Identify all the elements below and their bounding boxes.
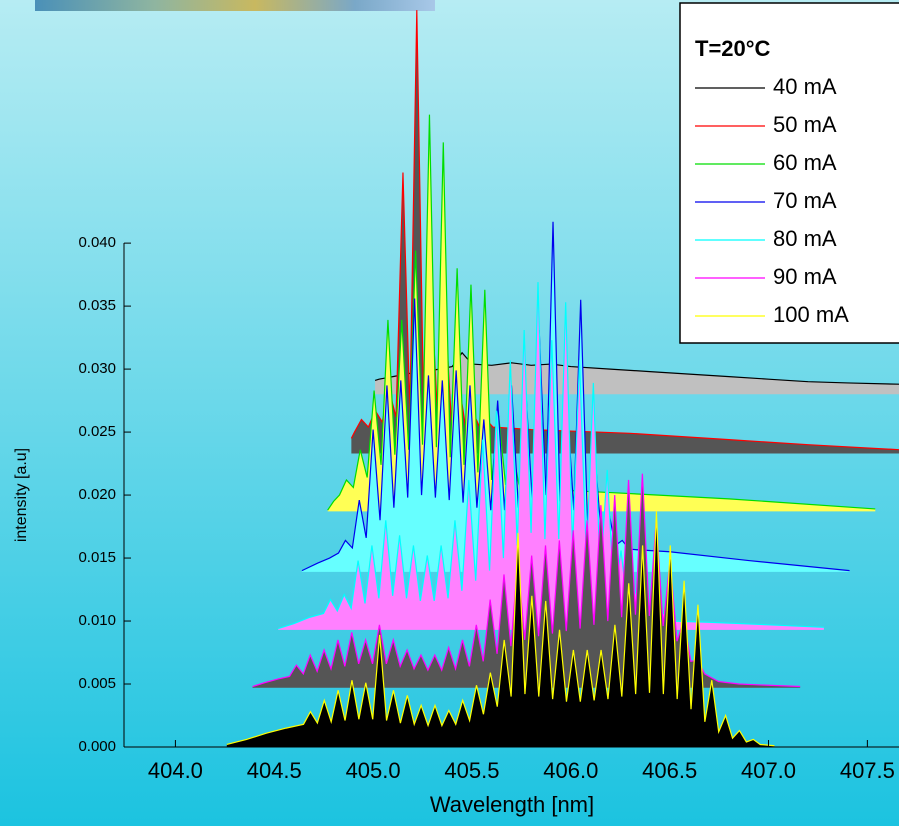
legend: T=20°C40 mA 50 mA 60 mA 70 mA 80 mA 90 mA 100 … <box>679 2 899 344</box>
x-tick-label: 405.5 <box>444 758 499 783</box>
legend-label: 90 mA <box>773 264 837 289</box>
legend-label: 40 mA <box>773 74 837 99</box>
y-tick-label: 0.005 <box>78 675 116 692</box>
y-tick-label: 0.035 <box>78 297 116 314</box>
legend-label: 50 mA <box>773 112 837 137</box>
legend-box <box>679 2 899 344</box>
y-tick-label: 0.010 <box>78 612 116 629</box>
legend-label: 80 mA <box>773 226 837 251</box>
series-line <box>252 473 801 688</box>
series-line <box>226 511 775 747</box>
x-tick-label: 404.0 <box>148 758 203 783</box>
y-tick-label: 0.030 <box>78 360 116 377</box>
legend-title: T=20°C <box>695 36 771 61</box>
x-axis-label: Wavelength [nm] <box>430 792 594 817</box>
area-fill <box>375 352 899 395</box>
area-fill <box>252 473 801 688</box>
legend-label: 70 mA <box>773 188 837 213</box>
legend-label: 60 mA <box>773 150 837 175</box>
x-tick-label: 406.0 <box>543 758 598 783</box>
area-fill <box>226 511 775 747</box>
area-fill <box>278 282 824 630</box>
x-tick-label: 407.5 <box>840 758 895 783</box>
photo-strip <box>35 0 435 11</box>
plot-area <box>226 10 899 747</box>
area-fill <box>301 221 850 572</box>
y-axis-label: intensity [a.u] <box>13 448 30 542</box>
y-tick-label: 0.020 <box>78 486 116 503</box>
y-tick-label: 0.015 <box>78 549 116 566</box>
x-tick-label: 405.0 <box>346 758 401 783</box>
x-tick-label: 406.5 <box>642 758 697 783</box>
y-tick-label: 0.000 <box>78 738 116 755</box>
x-tick-label: 404.5 <box>247 758 302 783</box>
x-tick-label: 407.0 <box>741 758 796 783</box>
y-tick-label: 0.025 <box>78 423 116 440</box>
legend-label: 100 mA <box>773 302 849 327</box>
y-tick-label: 0.040 <box>78 234 116 251</box>
axes <box>123 242 899 748</box>
